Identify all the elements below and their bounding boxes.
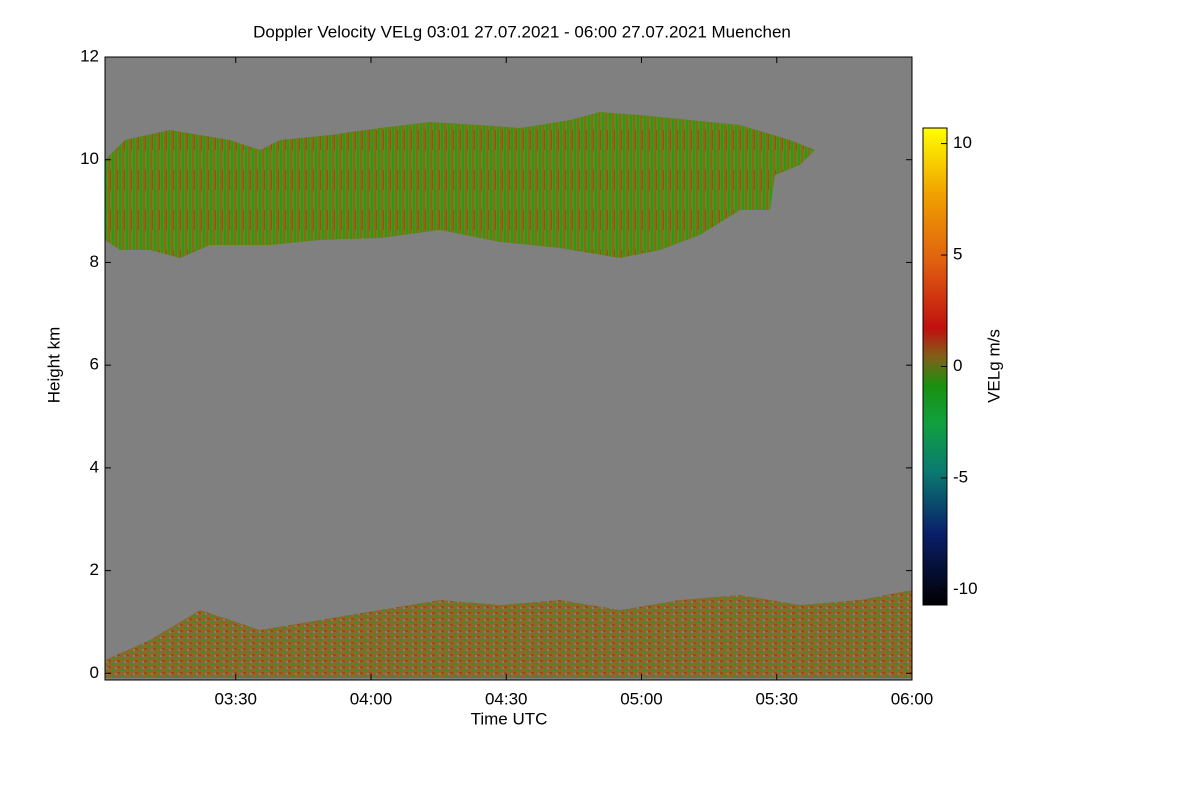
x-tick-label: 05:00 xyxy=(620,689,663,708)
x-tick-label: 06:00 xyxy=(891,689,934,708)
y-tick-label: 4 xyxy=(90,457,99,476)
y-tick-label: 2 xyxy=(90,560,99,579)
x-tick-label: 05:30 xyxy=(755,689,798,708)
x-tick-label: 04:00 xyxy=(350,689,393,708)
y-tick-label: 12 xyxy=(80,46,99,65)
boundary-layer xyxy=(105,590,912,678)
x-tick-label: 03:30 xyxy=(214,689,257,708)
y-tick-label: 6 xyxy=(90,355,99,374)
cloud-layer xyxy=(105,112,815,258)
y-axis-label: Height km xyxy=(44,327,63,404)
x-tick-label: 04:30 xyxy=(485,689,528,708)
colorbar-tick-label: -5 xyxy=(953,467,968,486)
colorbar-tick-label: 5 xyxy=(953,245,962,264)
y-tick-label: 10 xyxy=(80,149,99,168)
y-tick-label: 0 xyxy=(90,663,99,682)
colorbar-tick-label: 10 xyxy=(953,133,972,152)
colorbar-tick-label: 0 xyxy=(953,356,962,375)
colorbar-label: VELg m/s xyxy=(984,329,1003,403)
y-tick-label: 8 xyxy=(90,252,99,271)
chart-title: Doppler Velocity VELg 03:01 27.07.2021 -… xyxy=(253,22,791,41)
colorbar-tick-label: -10 xyxy=(953,579,978,598)
plot-frame xyxy=(104,56,913,681)
x-axis-label: Time UTC xyxy=(471,709,548,728)
